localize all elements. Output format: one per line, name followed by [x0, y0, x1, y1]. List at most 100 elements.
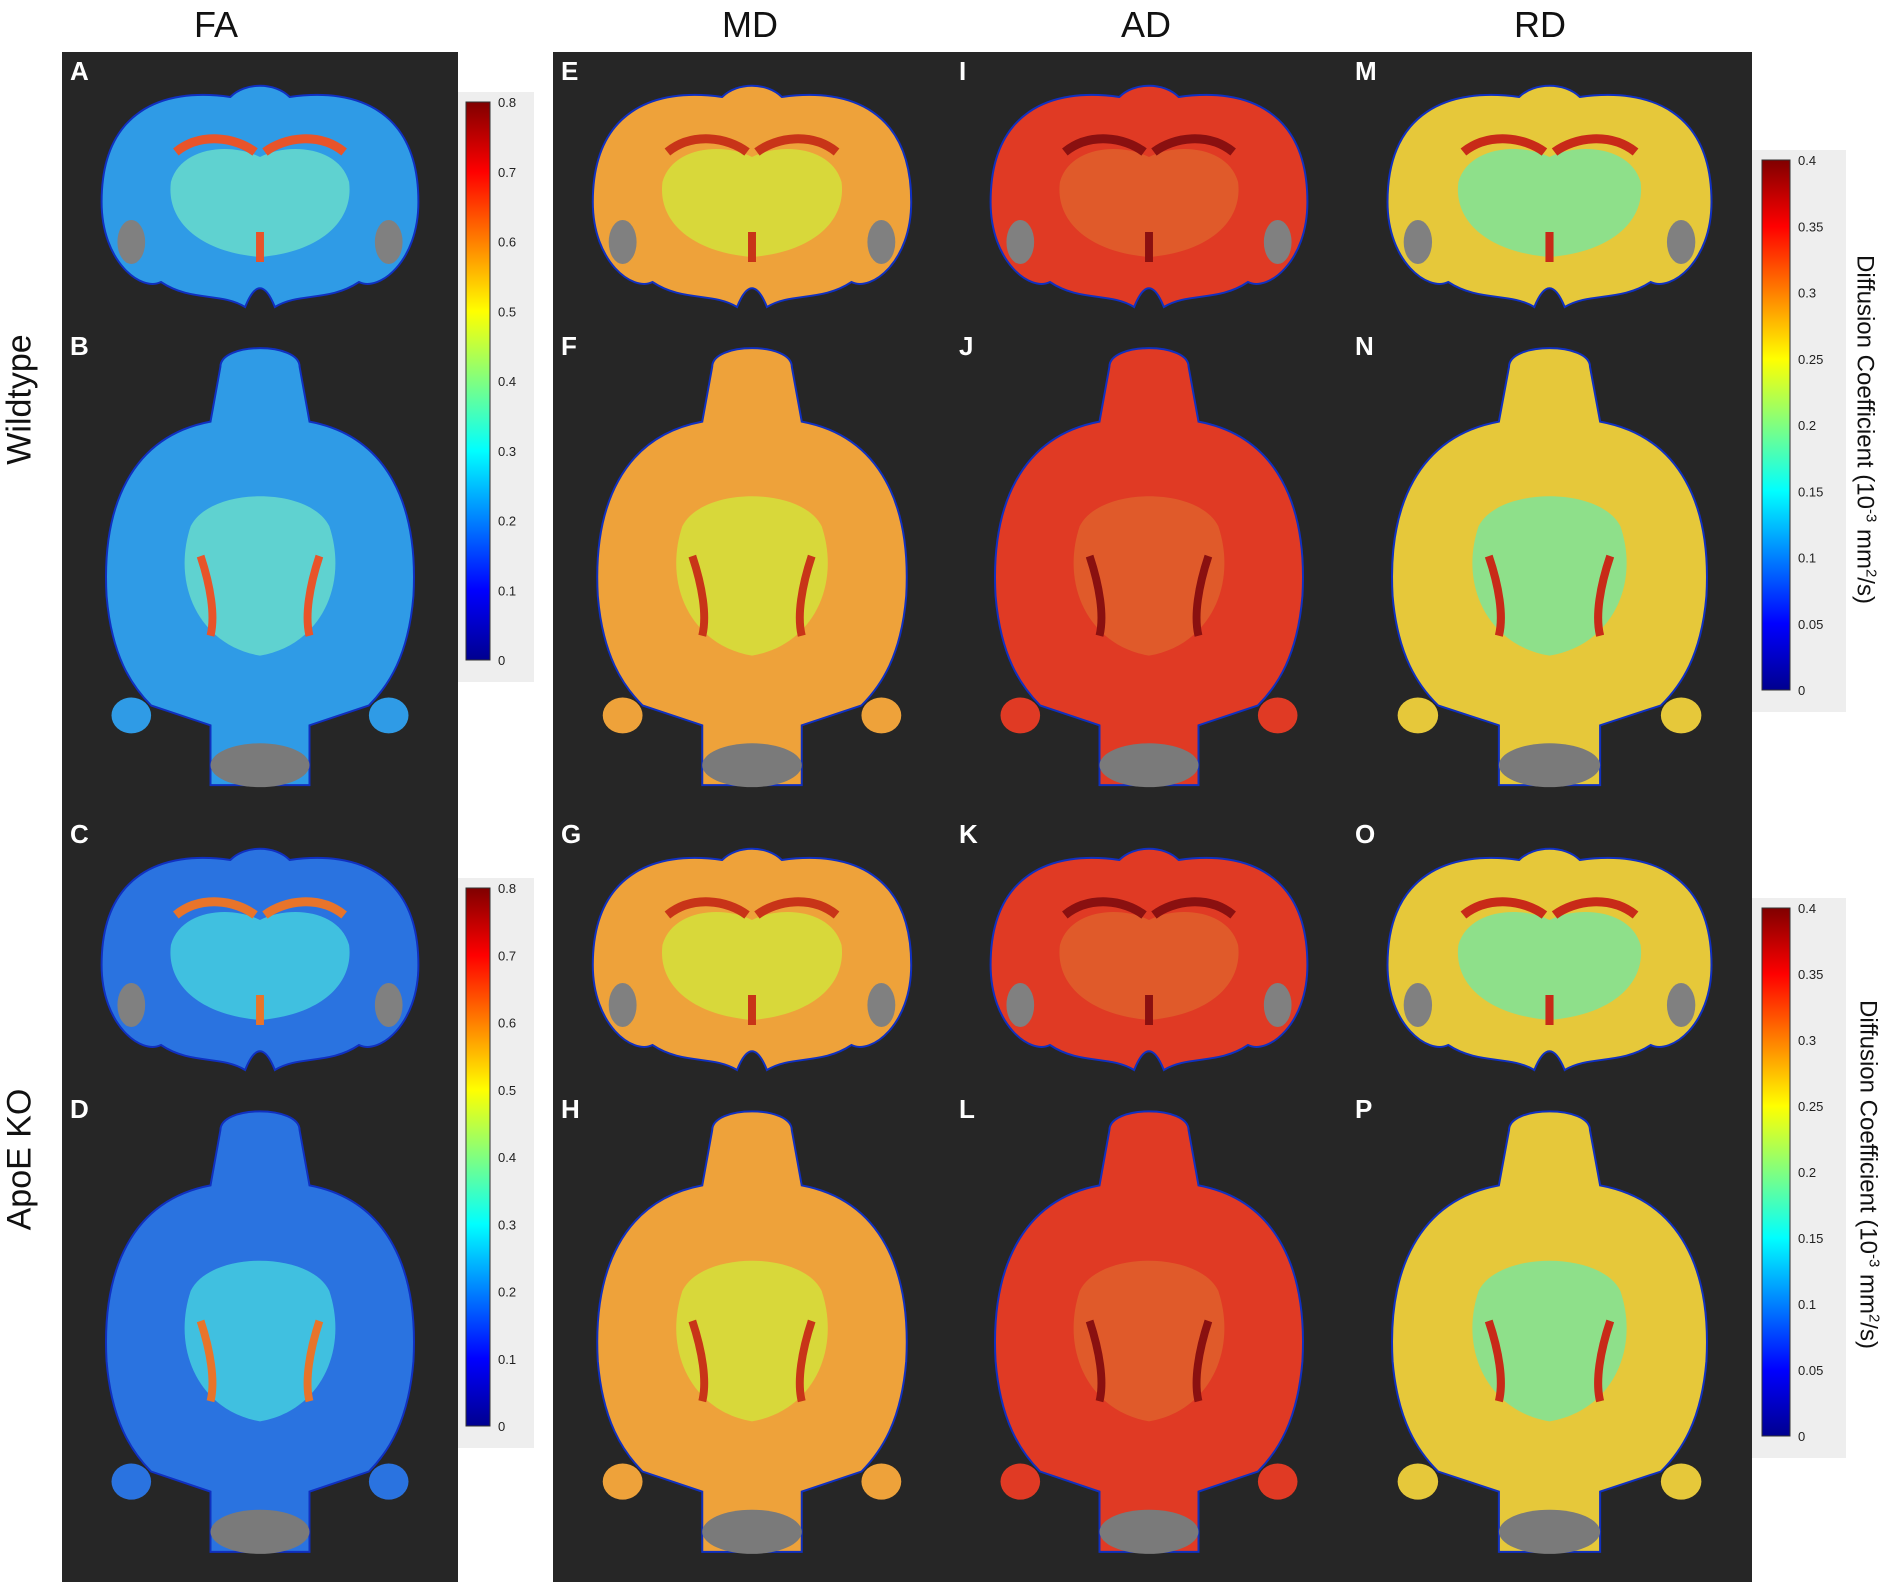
panel-label-o: O	[1355, 819, 1376, 849]
gray-region	[1263, 220, 1292, 264]
gray-region	[608, 983, 637, 1027]
colorbar-svg: 0.4 0.35 0.3 0.25 0.2 0.15 0.1 0.05 0	[1761, 153, 1823, 698]
colorbar-tick-label: 0	[498, 653, 505, 668]
colorbar-tick-label: 0.8	[498, 881, 516, 896]
inner-region	[676, 1260, 828, 1422]
diffusion-title-unit: mm	[1854, 1267, 1882, 1314]
gray-region	[117, 220, 146, 264]
tract-right	[303, 554, 324, 637]
gray-region	[374, 983, 403, 1027]
cerebellum-gray	[702, 743, 802, 788]
colorbar-tick-label: 0.1	[498, 583, 516, 598]
colorbar-tick-label: 0.6	[498, 1016, 516, 1031]
panel-g: G	[553, 815, 951, 1090]
fa-colorbar-wildtype: 0.8 0.7 0.6 0.5 0.4 0.3 0.2 0.1 0	[458, 92, 534, 682]
brain-map	[100, 847, 420, 1072]
panel-b: B	[62, 327, 458, 815]
panel-n: N	[1347, 327, 1752, 815]
colorbar-tick-label: 0.2	[498, 1285, 516, 1300]
panel-label-k: K	[959, 819, 978, 849]
panel-label-e: E	[561, 56, 579, 86]
panel-label-h: H	[561, 1094, 580, 1124]
colorbar-gradient	[465, 101, 491, 661]
diffusion-axis-title-apoe: Diffusion Coefficient (10-3 mm2/s)	[1854, 915, 1883, 1435]
inner-region	[170, 912, 350, 1020]
colorbar-tick-label: 0.35	[1798, 967, 1823, 982]
panel-j: J	[951, 327, 1347, 815]
cerebellum-gray	[210, 743, 310, 788]
brain-map	[105, 1110, 415, 1554]
midline-mark	[256, 232, 264, 262]
panel-label-f: F	[561, 331, 577, 361]
flocculus-right	[1660, 697, 1702, 734]
tract-left	[688, 554, 709, 637]
column-header-fa: FA	[193, 4, 238, 45]
diffusion-colorbar-apoe: 0.4 0.35 0.3 0.25 0.2 0.15 0.1 0.05 0	[1752, 898, 1846, 1458]
flocculus-left	[1397, 1463, 1439, 1500]
colorbar-tick-label: 0.4	[1798, 153, 1816, 168]
gray-region	[608, 220, 637, 264]
panel-l: L	[951, 1090, 1347, 1582]
inner-region	[184, 1260, 336, 1422]
colorbar-tick-label: 0.35	[1798, 219, 1823, 234]
colorbar-tick-label: 0.1	[1798, 1297, 1816, 1312]
diffusion-title-text: Diffusion Coefficient (10	[1851, 255, 1879, 509]
panel-o: O	[1347, 815, 1752, 1090]
cerebellum-gray	[1099, 1509, 1199, 1554]
colorbar-tick-label: 0.1	[498, 1352, 516, 1367]
colorbar-tick-label: 0.4	[498, 1150, 516, 1165]
tract-left	[664, 134, 750, 156]
gray-region	[867, 220, 896, 264]
flocculus-right	[368, 697, 409, 734]
brain-map	[596, 347, 908, 788]
colorbar-tick-label: 0.15	[1798, 484, 1823, 499]
brain-map	[591, 84, 913, 309]
colorbar-gradient	[465, 887, 491, 1427]
column-header-md: MD	[722, 4, 778, 45]
gray-region	[1403, 983, 1433, 1027]
midline-mark	[1145, 232, 1153, 262]
flocculus-right	[861, 1463, 902, 1500]
column-header-rd: RD	[1514, 4, 1566, 45]
diffusion-axis-title-wildtype: Diffusion Coefficient (10-3 mm2/s)	[1851, 170, 1880, 690]
brain-map	[989, 84, 1309, 309]
brain-map	[105, 347, 415, 788]
panel-i: I	[951, 52, 1347, 327]
midline-mark	[748, 995, 756, 1025]
panel-e: E	[553, 52, 951, 327]
row-label-wildtype: Wildtype	[0, 334, 39, 465]
tract-right	[1192, 1319, 1213, 1403]
diffusion-title-exp2: 2	[1862, 568, 1880, 578]
colorbar-tick-label: 0.25	[1798, 1099, 1823, 1114]
tract-right	[754, 897, 840, 919]
panel-d: D	[62, 1090, 458, 1582]
colorbar-tick-label: 0.1	[1798, 551, 1816, 566]
colorbar-tick-label: 0.05	[1798, 1363, 1823, 1378]
tract-right	[1551, 897, 1639, 919]
gray-region	[1666, 983, 1696, 1027]
gray-region	[1403, 220, 1433, 264]
gray-region	[1006, 220, 1035, 264]
gray-region	[1263, 983, 1292, 1027]
panel-h: H	[553, 1090, 951, 1582]
inner-region	[676, 496, 828, 656]
gray-region	[374, 220, 403, 264]
tract-right	[303, 1319, 324, 1403]
gray-region	[1006, 983, 1035, 1027]
colorbar-tick-label: 0.2	[498, 514, 516, 529]
cerebellum-gray	[210, 1509, 310, 1554]
tract-right	[1192, 554, 1213, 637]
midline-mark	[256, 995, 264, 1025]
colorbar-tick-label: 0.5	[498, 1083, 516, 1098]
brain-map	[1386, 847, 1713, 1072]
colorbar-tick-label: 0.4	[1798, 901, 1816, 916]
inner-region	[170, 149, 350, 257]
diffusion-colorbar-wildtype: 0.4 0.35 0.3 0.25 0.2 0.15 0.1 0.05 0	[1752, 150, 1846, 712]
panel-label-d: D	[70, 1094, 89, 1124]
cerebellum-gray	[1498, 1509, 1601, 1554]
inner-region	[184, 496, 336, 656]
panel-label-n: N	[1355, 331, 1374, 361]
panel-k: K	[951, 815, 1347, 1090]
flocculus-right	[1257, 697, 1298, 734]
colorbar-tick-label: 0	[498, 1419, 505, 1434]
